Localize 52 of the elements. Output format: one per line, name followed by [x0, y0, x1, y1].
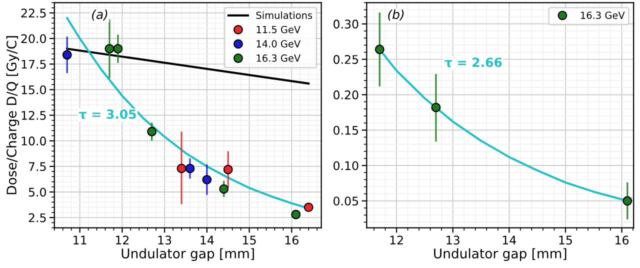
- y-tick-label: 0.25: [334, 55, 358, 64]
- point: [176, 164, 186, 174]
- y-tick-label: 10.0: [22, 136, 46, 146]
- y-tick-label: 0.20: [334, 90, 358, 100]
- y-tick-label: 15.0: [22, 85, 46, 94]
- annotation: τ = 3.05: [79, 109, 136, 119]
- point: [147, 126, 157, 136]
- x-tick-label: 13: [158, 236, 172, 245]
- y-tick-label: 5.0: [28, 188, 46, 197]
- annotation: (a): [92, 9, 108, 21]
- point: [374, 44, 384, 54]
- x-tick-label: 12: [116, 236, 129, 244]
- y-axis-title: Dose/Charge D/Q [Gy/C]: [6, 36, 20, 194]
- y-tick-label: 17.5: [22, 60, 46, 69]
- y-tick-label: 0.15: [334, 126, 358, 135]
- point: [202, 174, 212, 184]
- point: [622, 196, 632, 206]
- y-tick-label: 12.5: [22, 110, 46, 120]
- legend-label: 14.0 GeV: [256, 40, 301, 48]
- point: [185, 164, 195, 174]
- y-tick-label: 0.30: [334, 20, 358, 29]
- x-tick-label: 13: [446, 236, 460, 245]
- x-tick-label: 16: [616, 236, 629, 245]
- y-tick-label: 20.0: [21, 34, 46, 44]
- point: [113, 44, 123, 54]
- legend-label: 16.3 GeV: [256, 54, 301, 62]
- point: [219, 184, 229, 194]
- x-tick-label: 14: [502, 236, 516, 244]
- x-axis-title: Undulator gap [mm]: [122, 248, 254, 262]
- y-tick-label: 22.5: [21, 8, 46, 18]
- x-tick-label: 15: [243, 236, 256, 245]
- y-tick-label: 7.5: [28, 162, 46, 172]
- x-tick-label: 15: [559, 236, 572, 245]
- point: [62, 50, 72, 60]
- point: [431, 102, 441, 112]
- legend-label: 16.3 GeV: [581, 12, 625, 19]
- x-tick-label: 11: [74, 236, 86, 244]
- annotation: τ = 2.66: [444, 58, 502, 68]
- y-tick-label: 0.10: [334, 161, 358, 170]
- x-tick-label: 12: [390, 236, 403, 244]
- legend-label: 11.5 GeV: [256, 26, 301, 34]
- y-tick-label: 0.05: [334, 196, 358, 206]
- point: [223, 164, 233, 174]
- legend-label: Simulations: [256, 11, 312, 19]
- x-axis-title: Undulator gap [mm]: [434, 248, 566, 262]
- point: [304, 202, 314, 212]
- point: [104, 44, 114, 54]
- x-tick-label: 14: [200, 236, 214, 244]
- x-tick-label: 16: [285, 236, 298, 245]
- point: [291, 210, 301, 220]
- annotation: (b): [388, 9, 404, 21]
- y-tick-label: 2.5: [28, 213, 46, 222]
